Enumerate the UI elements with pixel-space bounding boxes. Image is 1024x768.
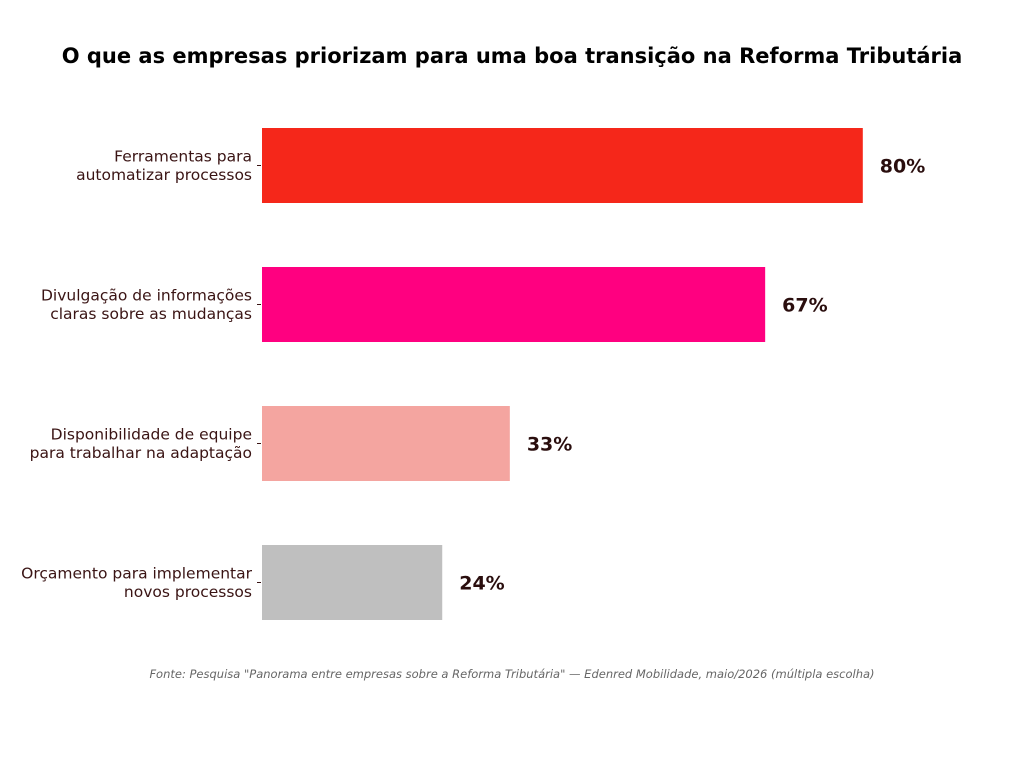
value-label-4: 24% — [459, 573, 504, 595]
value-label-2: 67% — [782, 295, 827, 317]
category-label-2: Divulgação de informações claras sobre as… — [41, 286, 252, 323]
category-label-3: Disponibilidade de equipe para trabalhar … — [30, 425, 252, 462]
bar-2 — [262, 267, 766, 342]
category-label-1: Ferramentas para automatizar processos — [76, 147, 252, 184]
bar-1 — [262, 128, 863, 203]
value-label-1: 80% — [880, 156, 925, 178]
category-label-4: Orçamento para implementar novos processo… — [21, 564, 252, 601]
value-label-3: 33% — [527, 434, 572, 456]
bar-3 — [262, 406, 510, 481]
chart-title: O que as empresas priorizam para uma boa… — [61, 44, 963, 68]
source-note: Fonte: Pesquisa "Panorama entre empresas… — [149, 667, 875, 681]
bar-chart: Ferramentas para automatizar processos 80%… — [21, 128, 925, 620]
bar-4 — [262, 545, 443, 620]
